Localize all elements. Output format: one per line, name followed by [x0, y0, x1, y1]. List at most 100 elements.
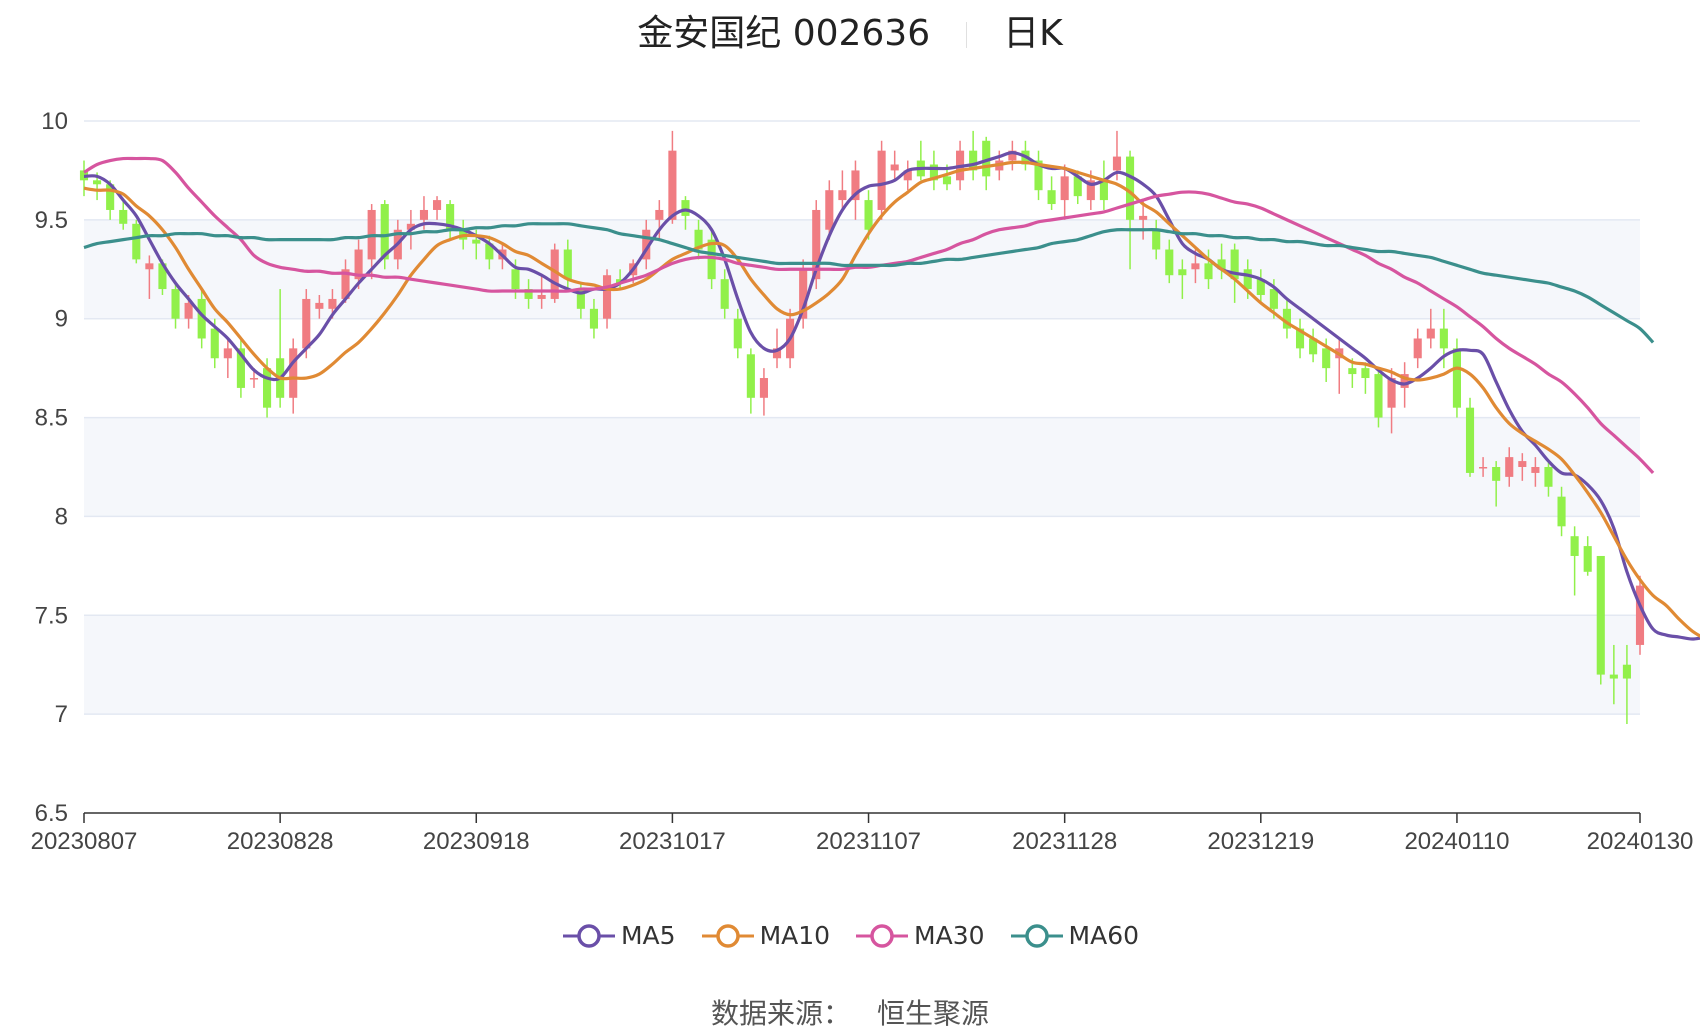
candle-body: [1479, 467, 1488, 469]
candle-body: [197, 298, 206, 339]
candle-body: [406, 223, 415, 230]
chart-period: 日K: [1003, 13, 1063, 54]
y-tick-label: 6.5: [35, 800, 68, 827]
candle-body: [1413, 338, 1422, 359]
candle-body: [1282, 308, 1292, 329]
background-band: [84, 615, 1640, 715]
candle-body: [1309, 338, 1318, 355]
candle-body: [1596, 555, 1605, 675]
legend-item-ma30[interactable]: MA30: [854, 915, 985, 956]
y-tick-label: 8.5: [35, 405, 68, 432]
candle-body: [380, 204, 389, 260]
candle-body: [1086, 180, 1095, 201]
candle-body: [1348, 368, 1357, 375]
legend-marker-icon: [856, 923, 909, 948]
gridlines: [84, 120, 1640, 715]
x-tick-label: 20231107: [816, 828, 921, 855]
candle-body: [1152, 229, 1161, 250]
stock-name-code: 金安国纪 002636: [637, 13, 931, 54]
candle-body: [236, 348, 245, 388]
candle-body: [1099, 180, 1108, 201]
candle-body: [1008, 150, 1017, 161]
candle-body: [1034, 160, 1043, 191]
candle-body: [890, 164, 899, 171]
candle-body: [812, 209, 821, 280]
legend: MA5 MA10 MA30 MA60: [0, 914, 1700, 956]
candle-body: [1230, 249, 1239, 280]
candle-body: [1374, 374, 1383, 418]
candle-body: [550, 249, 559, 299]
candle-body: [1256, 279, 1265, 295]
candle-body: [263, 368, 272, 408]
candle-body: [249, 378, 259, 380]
ma-line-ma30: [83, 156, 1655, 475]
candle-body: [668, 150, 677, 220]
candle-body: [511, 269, 520, 290]
candle-body: [602, 275, 612, 319]
x-tick-label: 20230807: [31, 828, 138, 855]
candle-body: [838, 190, 847, 201]
candle-body: [1557, 496, 1566, 527]
candle-body: [1622, 664, 1631, 679]
candle-body: [1361, 368, 1370, 379]
ma-line-ma5: [83, 151, 1700, 641]
candle-body: [537, 294, 546, 299]
data-source: 数据来源： 恒生聚源: [0, 994, 1700, 1034]
candle-body: [1073, 176, 1082, 197]
candle-body: [1243, 269, 1252, 290]
candle-body: [184, 302, 193, 319]
candle-body: [223, 348, 232, 359]
candle-body: [1583, 546, 1592, 572]
legend-item-ma60[interactable]: MA60: [1009, 915, 1139, 956]
candle-body: [589, 308, 599, 329]
ma-line-ma10: [83, 160, 1700, 638]
chart-title: 金安国纪 002636 日K: [0, 10, 1700, 58]
y-tick-label: 9.5: [35, 207, 68, 234]
candle-body: [1609, 674, 1618, 679]
candle-body: [1295, 328, 1305, 349]
candle-body: [1518, 461, 1527, 467]
candle-body: [145, 263, 154, 270]
x-tick-label: 20240130: [1587, 828, 1694, 855]
candle-body: [772, 348, 782, 359]
candle-body: [419, 209, 429, 220]
legend-item-ma10[interactable]: MA10: [700, 915, 830, 956]
candle-body: [472, 239, 481, 244]
candle-body: [1217, 259, 1226, 270]
y-tick-label: 7: [55, 701, 68, 728]
legend-item-ma5[interactable]: MA5: [561, 915, 676, 956]
candle-body: [877, 150, 886, 210]
candle-body: [799, 269, 808, 319]
candle-body: [1492, 467, 1501, 481]
candle-body: [942, 176, 952, 185]
candle-body: [432, 200, 442, 210]
candle-body: [759, 378, 768, 398]
candle-body: [655, 209, 664, 220]
candle-body: [446, 204, 455, 230]
candle-body: [132, 223, 141, 260]
candle-body: [733, 318, 742, 349]
candle-body: [694, 229, 703, 250]
candle-body: [1465, 407, 1475, 473]
candle-body: [1269, 289, 1278, 309]
legend-label: MA10: [759, 920, 831, 950]
y-axis: 6.5 7 7.5 8 8.5 9 9.5 10: [35, 108, 68, 827]
source-name: 恒生聚源: [877, 997, 990, 1030]
candle-body: [341, 269, 350, 299]
candle-body: [903, 170, 912, 181]
candle-body: [720, 279, 729, 309]
candle-body: [746, 354, 755, 398]
candle-body: [1322, 348, 1331, 369]
candle-body: [354, 249, 363, 280]
candle-body: [1452, 348, 1461, 408]
candle-body: [524, 289, 533, 299]
candle-body: [158, 263, 167, 290]
candle-body: [1426, 328, 1435, 339]
candle-body: [1439, 328, 1448, 349]
candle-body: [563, 249, 572, 280]
candle-body: [93, 180, 102, 185]
candle-body: [1165, 249, 1174, 276]
title-separator: [966, 22, 968, 48]
ma-lines: [83, 151, 1700, 641]
candle-body: [171, 289, 180, 319]
